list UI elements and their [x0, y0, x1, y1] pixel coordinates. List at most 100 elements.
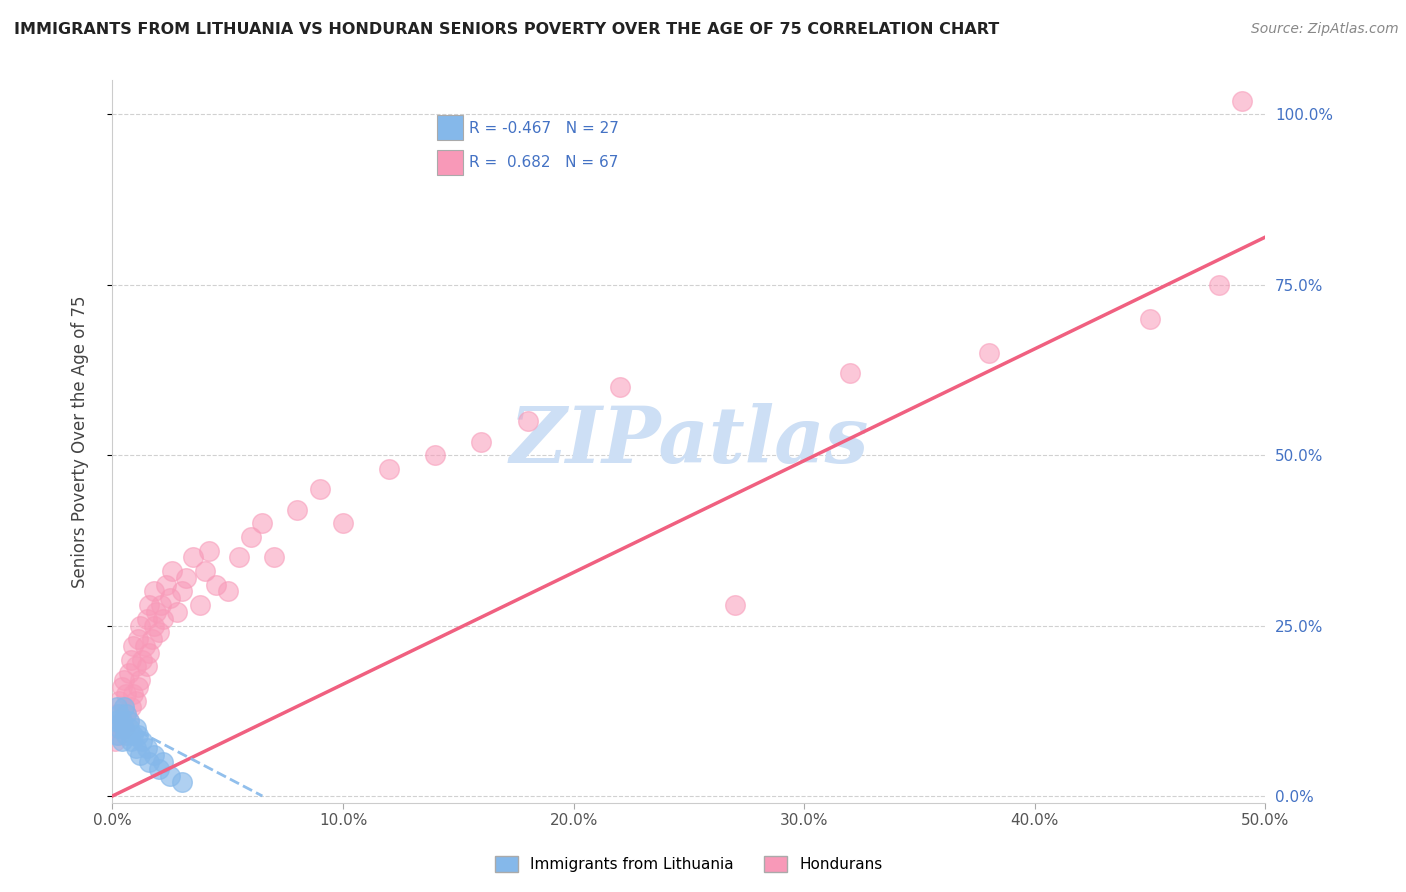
Point — [117, 666, 139, 681]
Point — [138, 646, 160, 660]
Point — [143, 584, 166, 599]
Point — [115, 707, 138, 722]
Point — [217, 584, 239, 599]
Point — [111, 734, 134, 748]
Point — [170, 584, 193, 599]
Point — [309, 482, 332, 496]
Point — [263, 550, 285, 565]
Point — [166, 605, 188, 619]
Point — [127, 680, 149, 694]
Point — [120, 653, 142, 667]
Point — [122, 639, 145, 653]
Legend: Immigrants from Lithuania, Hondurans: Immigrants from Lithuania, Hondurans — [489, 850, 889, 879]
Point — [516, 414, 538, 428]
Point — [155, 577, 177, 591]
Point — [108, 707, 131, 722]
Point — [839, 367, 862, 381]
Point — [145, 605, 167, 619]
Point — [117, 714, 139, 728]
Point — [105, 721, 128, 735]
Point — [115, 707, 138, 722]
Text: R = -0.467   N = 27: R = -0.467 N = 27 — [470, 120, 619, 136]
Point — [285, 502, 308, 516]
Point — [108, 693, 131, 707]
Text: R =  0.682   N = 67: R = 0.682 N = 67 — [470, 155, 619, 169]
Point — [138, 755, 160, 769]
Point — [228, 550, 250, 565]
Point — [112, 673, 135, 687]
Point — [127, 728, 149, 742]
Point — [148, 762, 170, 776]
Point — [104, 714, 127, 728]
Point — [148, 625, 170, 640]
Point — [425, 448, 447, 462]
Point — [470, 434, 492, 449]
Point — [131, 653, 153, 667]
Point — [162, 564, 184, 578]
Point — [205, 577, 228, 591]
Point — [131, 734, 153, 748]
FancyBboxPatch shape — [437, 150, 463, 175]
Point — [105, 707, 128, 722]
Point — [1232, 94, 1254, 108]
Point — [159, 591, 181, 606]
Point — [977, 346, 1000, 360]
Point — [127, 632, 149, 647]
Point — [170, 775, 193, 789]
Point — [111, 680, 134, 694]
Point — [124, 721, 146, 735]
Point — [122, 728, 145, 742]
Point — [115, 728, 138, 742]
Text: IMMIGRANTS FROM LITHUANIA VS HONDURAN SENIORS POVERTY OVER THE AGE OF 75 CORRELA: IMMIGRANTS FROM LITHUANIA VS HONDURAN SE… — [14, 22, 1000, 37]
Point — [149, 598, 172, 612]
Point — [188, 598, 211, 612]
Point — [129, 748, 152, 763]
Point — [1139, 311, 1161, 326]
Text: Source: ZipAtlas.com: Source: ZipAtlas.com — [1251, 22, 1399, 37]
Point — [112, 721, 135, 735]
Point — [332, 516, 354, 531]
Point — [181, 550, 204, 565]
Point — [111, 714, 134, 728]
Point — [239, 530, 262, 544]
Point — [129, 618, 152, 632]
Point — [378, 462, 401, 476]
Text: ZIPatlas: ZIPatlas — [509, 403, 869, 480]
Point — [124, 659, 146, 673]
Point — [152, 612, 174, 626]
Point — [138, 598, 160, 612]
Point — [105, 700, 128, 714]
Point — [174, 571, 197, 585]
Point — [152, 755, 174, 769]
FancyBboxPatch shape — [437, 115, 463, 140]
Point — [724, 598, 747, 612]
Y-axis label: Seniors Poverty Over the Age of 75: Seniors Poverty Over the Age of 75 — [70, 295, 89, 588]
Point — [111, 714, 134, 728]
Point — [122, 687, 145, 701]
Point — [143, 618, 166, 632]
Point — [252, 516, 274, 531]
Point — [117, 714, 139, 728]
Point — [141, 632, 163, 647]
Point — [124, 693, 146, 707]
Point — [136, 741, 159, 756]
Point — [194, 564, 217, 578]
Point — [124, 741, 146, 756]
Point — [117, 721, 139, 735]
Point — [120, 734, 142, 748]
Point — [108, 728, 131, 742]
Point — [134, 639, 156, 653]
Point — [609, 380, 631, 394]
Point — [112, 700, 135, 714]
Point — [143, 748, 166, 763]
Point — [136, 659, 159, 673]
Point — [120, 700, 142, 714]
Point — [198, 543, 221, 558]
Point — [104, 734, 127, 748]
Point — [115, 687, 138, 701]
Point — [108, 721, 131, 735]
Point — [159, 768, 181, 782]
Point — [112, 700, 135, 714]
Point — [112, 721, 135, 735]
Point — [1208, 277, 1230, 292]
